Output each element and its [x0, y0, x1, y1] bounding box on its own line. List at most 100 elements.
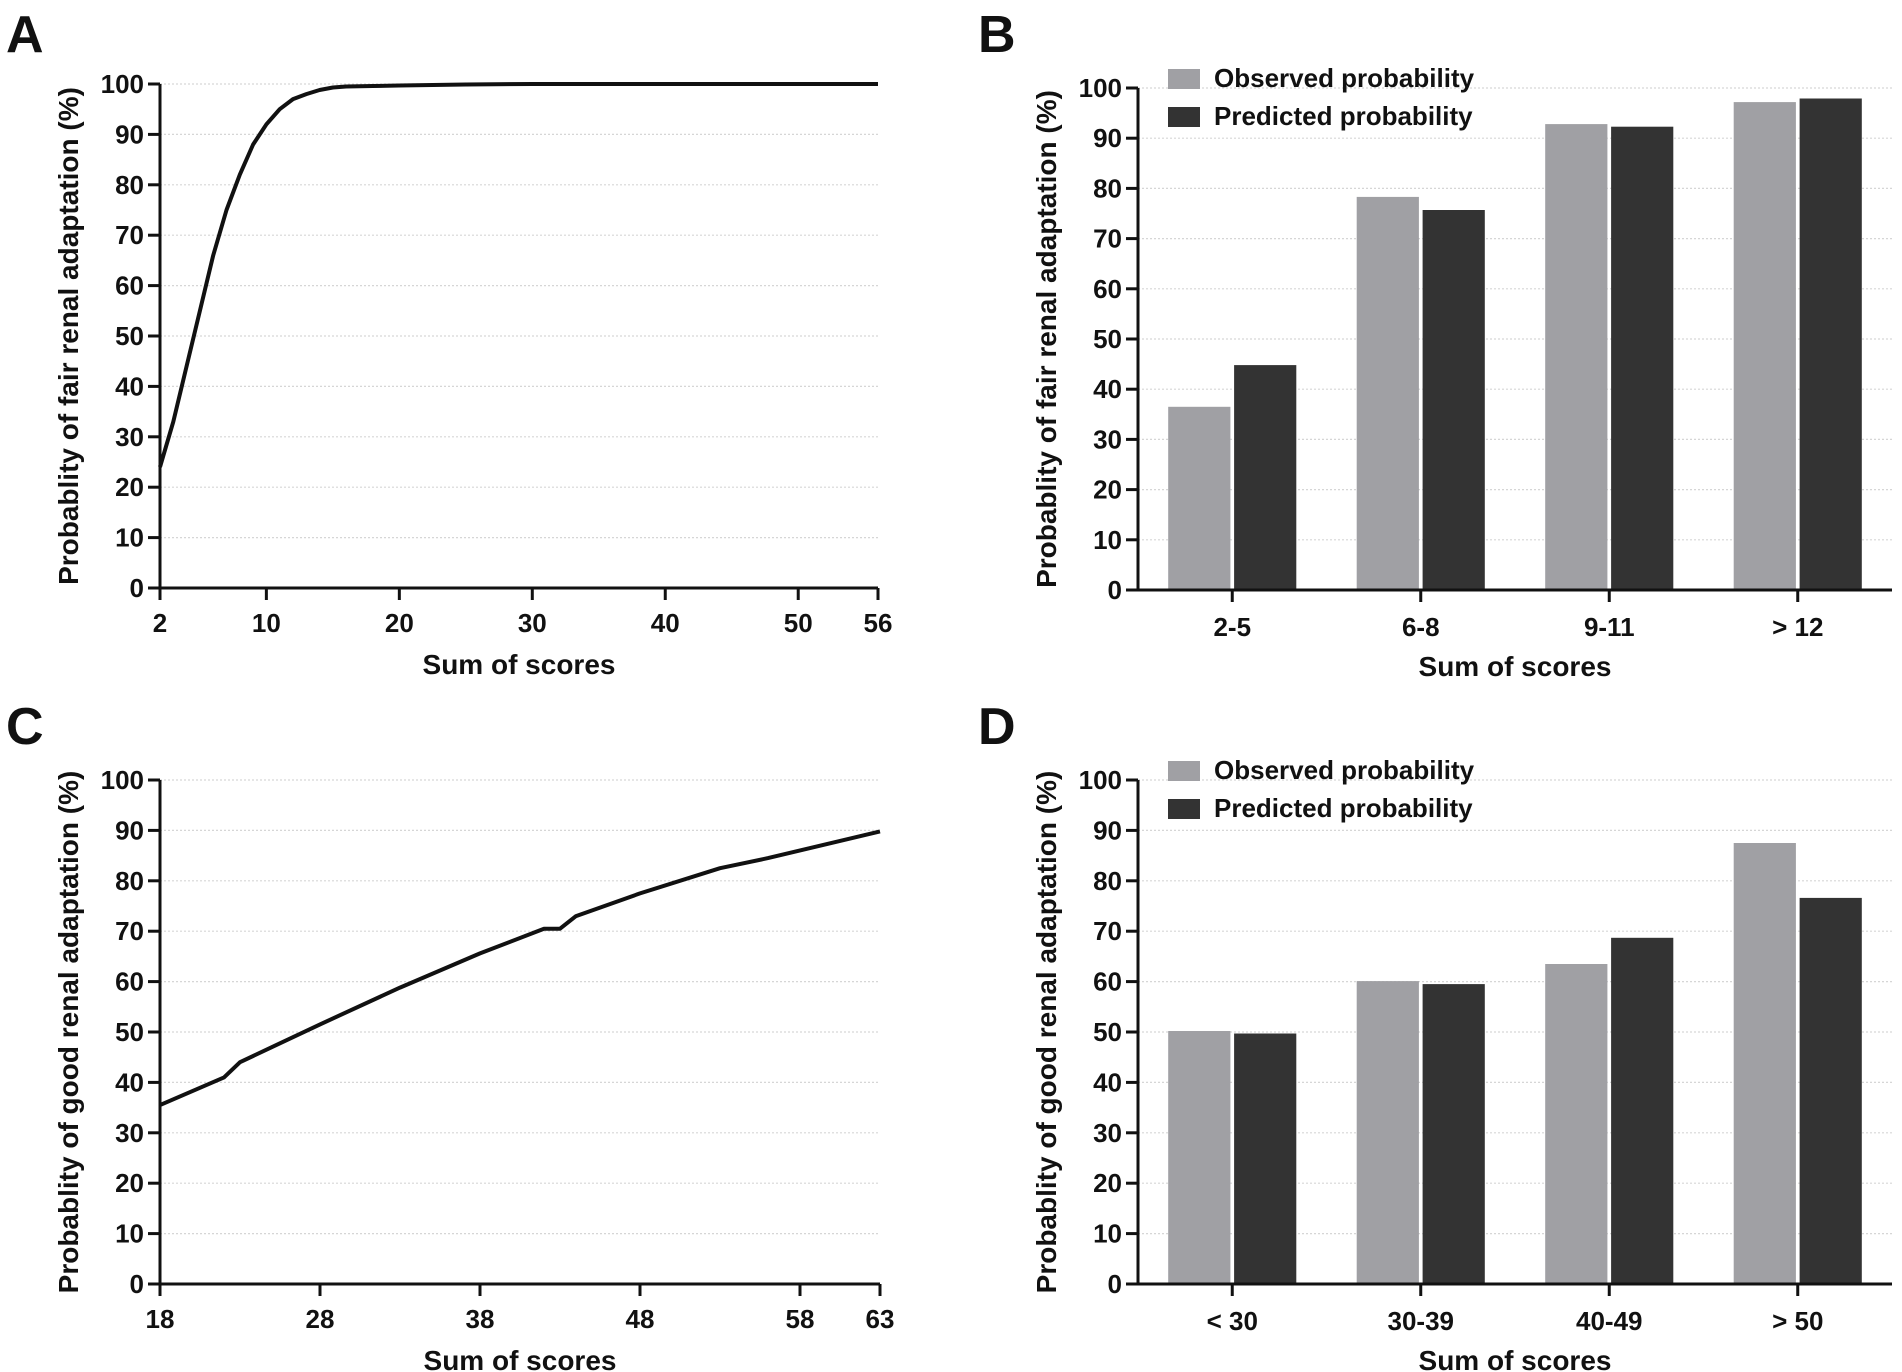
y-tick-label: 0 — [130, 573, 144, 603]
y-tick-label: 30 — [115, 1118, 144, 1148]
legend-label: Predicted probability — [1214, 793, 1473, 823]
y-tick-label: 40 — [115, 1067, 144, 1097]
x-tick-label: 20 — [385, 608, 414, 638]
observed-bar — [1545, 964, 1608, 1284]
y-tick-label: 100 — [1079, 765, 1122, 795]
y-tick-label: 80 — [1093, 866, 1122, 896]
predicted-bar — [1611, 126, 1674, 590]
predicted-bar — [1234, 365, 1297, 590]
y-tick-label: 80 — [1093, 173, 1122, 203]
y-tick-label: 20 — [115, 472, 144, 502]
y-tick-label: 70 — [1093, 916, 1122, 946]
y-tick-label: 30 — [115, 422, 144, 452]
y-tick-label: 80 — [115, 866, 144, 896]
y-tick-label: 10 — [1093, 525, 1122, 555]
x-axis-title: Sum of scores — [423, 649, 616, 680]
y-tick-label: 30 — [1093, 424, 1122, 454]
observed-bar — [1168, 1031, 1231, 1284]
y-tick-label: 40 — [115, 371, 144, 401]
y-axis-title: Probablity of good renal adaptation (%) — [1031, 771, 1062, 1294]
y-tick-label: 90 — [115, 815, 144, 845]
x-tick-label: 63 — [866, 1304, 895, 1334]
x-tick-label: 6-8 — [1402, 612, 1440, 642]
y-tick-label: 0 — [1108, 1269, 1122, 1299]
y-tick-label: 100 — [101, 69, 144, 99]
legend: Observed probability Predicted probabilit… — [1168, 63, 1475, 131]
predicted-bar — [1422, 984, 1485, 1284]
predicted-bar — [1422, 210, 1485, 590]
panel-c: C 0 10 20 30 40 50 60 70 80 90 100 Probablity of goo… — [6, 698, 894, 1372]
y-axis-title: Probablity of good renal adaptation (%) — [53, 771, 84, 1294]
predicted-bar — [1234, 1033, 1297, 1284]
y-tick-label: 50 — [115, 1017, 144, 1047]
predicted-bar — [1611, 937, 1674, 1284]
x-tick-label: 2-5 — [1213, 612, 1251, 642]
x-tick-label: > 12 — [1772, 612, 1823, 642]
y-tick-label: 100 — [1079, 73, 1122, 103]
legend: Observed probability Predicted probabilit… — [1168, 755, 1475, 823]
x-tick-label: 48 — [626, 1304, 655, 1334]
panel-a: A 0 10 20 30 40 50 60 70 80 90 100 Probablity of fai… — [6, 6, 892, 680]
observed-bar — [1733, 843, 1796, 1284]
legend-swatch — [1168, 69, 1200, 89]
y-axis-title: Probablity of fair renal adaptation (%) — [1031, 90, 1062, 588]
y-tick-label: 100 — [101, 765, 144, 795]
y-tick-label: 40 — [1093, 1067, 1122, 1097]
legend-label: Observed probability — [1214, 63, 1475, 93]
y-tick-label: 30 — [1093, 1118, 1122, 1148]
observed-bar — [1733, 102, 1796, 590]
predicted-bar — [1799, 98, 1862, 590]
y-tick-label: 20 — [115, 1168, 144, 1198]
series-line — [159, 829, 881, 1107]
x-tick-label: 18 — [146, 1304, 175, 1334]
y-axis-title: Probablity of fair renal adaptation (%) — [53, 87, 84, 585]
observed-bar — [1356, 196, 1419, 590]
series-line — [158, 82, 878, 468]
y-tick-label: 90 — [115, 119, 144, 149]
y-tick-label: 60 — [115, 967, 144, 997]
x-tick-label: 10 — [252, 608, 281, 638]
x-tick-label: 9-11 — [1584, 612, 1635, 642]
y-tick-label: 90 — [1093, 123, 1122, 153]
x-tick-label: 38 — [466, 1304, 495, 1334]
y-tick-label: 60 — [115, 271, 144, 301]
y-tick-label: 20 — [1093, 475, 1122, 505]
panel-letter: C — [6, 698, 44, 756]
legend-label: Observed probability — [1214, 755, 1475, 785]
x-tick-label: 56 — [864, 608, 893, 638]
x-tick-label: 40-49 — [1576, 1306, 1643, 1336]
y-tick-label: 60 — [1093, 274, 1122, 304]
x-tick-label: 50 — [784, 608, 813, 638]
x-axis-title: Sum of scores — [1419, 1345, 1612, 1372]
legend-swatch — [1168, 761, 1200, 781]
predicted-bar — [1799, 897, 1862, 1284]
observed-bar — [1545, 124, 1608, 590]
x-tick-label: 40 — [651, 608, 680, 638]
x-axis-title: Sum of scores — [424, 1345, 617, 1372]
panel-letter: B — [978, 6, 1016, 64]
legend-label: Predicted probability — [1214, 101, 1473, 131]
y-tick-label: 10 — [115, 1219, 144, 1249]
panel-d: D 0 10 20 30 40 50 60 70 80 90 100 Probablity of goo… — [978, 698, 1892, 1372]
y-tick-label: 50 — [115, 321, 144, 351]
x-tick-label: > 50 — [1772, 1306, 1823, 1336]
legend-swatch — [1168, 107, 1200, 127]
y-tick-label: 10 — [115, 523, 144, 553]
x-tick-label: 30-39 — [1388, 1306, 1455, 1336]
y-tick-label: 40 — [1093, 374, 1122, 404]
panel-letter: A — [6, 6, 44, 64]
y-tick-label: 0 — [130, 1269, 144, 1299]
x-tick-label: 30 — [518, 608, 547, 638]
panel-b: B 0 10 20 30 40 50 60 70 80 90 100 Probablity of fai… — [978, 6, 1892, 682]
observed-bar — [1168, 406, 1231, 590]
x-axis-title: Sum of scores — [1419, 651, 1612, 682]
y-tick-label: 70 — [115, 220, 144, 250]
y-tick-label: 10 — [1093, 1219, 1122, 1249]
y-tick-label: 50 — [1093, 1017, 1122, 1047]
y-tick-label: 20 — [1093, 1168, 1122, 1198]
x-tick-label: 58 — [786, 1304, 815, 1334]
y-tick-label: 70 — [1093, 224, 1122, 254]
y-tick-label: 70 — [115, 916, 144, 946]
x-tick-label: 2 — [153, 608, 167, 638]
